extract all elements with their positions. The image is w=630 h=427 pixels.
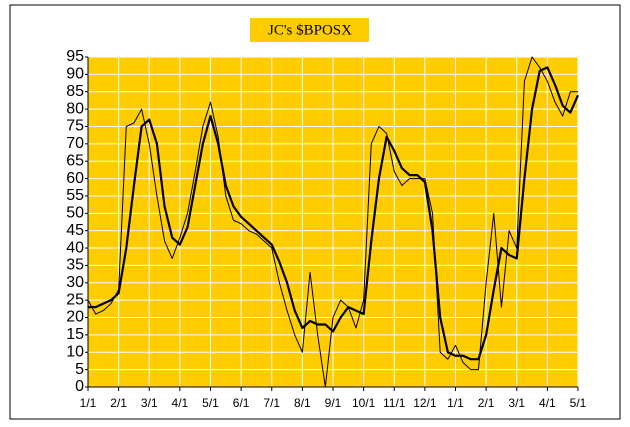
x-tick-label: 11/1 [383,396,406,410]
y-tick-label: 80 [66,100,84,117]
y-tick-label: 90 [66,66,84,83]
x-tick-label: 1/1 [80,396,97,410]
y-tick-label: 85 [66,83,84,100]
y-tick-label: 75 [66,118,84,135]
y-tick-label: 25 [66,291,84,308]
y-tick-label: 35 [66,257,84,274]
y-tick-label: 15 [66,326,84,343]
x-tick-label: 2/1 [110,396,127,410]
y-tick-label: 55 [66,187,84,204]
x-tick-label: 6/1 [233,396,250,410]
chart-title: JC's $BPOSX [268,22,352,38]
y-tick-label: 40 [66,239,84,256]
x-tick-label: 2/1 [478,396,495,410]
title-box [250,18,369,42]
x-tick-label: 8/1 [294,396,311,410]
y-tick-label: 30 [66,274,84,291]
y-tick-label: 5 [75,361,84,378]
y-tick-label: 65 [66,152,84,169]
x-tick-label: 3/1 [141,396,158,410]
x-tick-label: 7/1 [263,396,280,410]
x-tick-label: 9/1 [325,396,342,410]
x-tick-label: 5/1 [570,396,587,410]
y-tick-label: 60 [66,170,84,187]
x-tick-label: 4/1 [539,396,556,410]
series-line [88,66,580,361]
y-tick-label: 45 [66,222,84,239]
y-tick-label: 0 [75,378,84,395]
x-tick-label: 10/1 [352,396,376,410]
x-tick-label: 12/1 [413,396,437,410]
x-tick-label: 5/1 [202,396,219,410]
y-tick-label: 95 [66,48,84,65]
series-line [87,56,578,388]
y-tick-label: 50 [66,205,84,222]
x-tick-label: 1/1 [447,396,464,410]
y-tick-label: 10 [66,343,84,360]
x-tick-label: 3/1 [508,396,525,410]
x-tick-label: 4/1 [172,396,189,410]
y-tick-label: 70 [66,135,84,152]
y-tick-label: 20 [66,309,84,326]
